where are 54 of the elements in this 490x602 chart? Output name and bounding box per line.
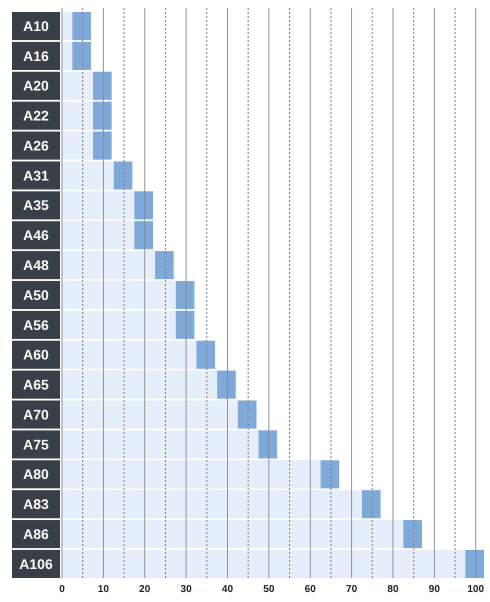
y-tick-label: A48 bbox=[23, 257, 50, 274]
bar bbox=[62, 430, 259, 458]
y-tick-label: A10 bbox=[23, 18, 50, 34]
bar bbox=[403, 520, 422, 548]
bar bbox=[362, 490, 381, 518]
bar bbox=[114, 161, 132, 190]
x-tick-label: 60 bbox=[304, 584, 316, 595]
x-tick-label: 10 bbox=[98, 584, 110, 595]
bar bbox=[62, 12, 72, 40]
bar bbox=[217, 370, 236, 399]
bar bbox=[155, 251, 174, 280]
y-tick-label: A80 bbox=[23, 466, 50, 482]
bar bbox=[62, 550, 466, 578]
bar bbox=[62, 161, 114, 190]
x-tick-label: 20 bbox=[139, 584, 151, 595]
x-tick-label: 40 bbox=[222, 584, 234, 595]
x-tick-label: 100 bbox=[467, 584, 485, 595]
bar bbox=[176, 310, 194, 339]
y-tick-label: A35 bbox=[23, 197, 50, 214]
y-tick-label: A60 bbox=[23, 346, 50, 363]
y-tick-label: A70 bbox=[23, 406, 50, 422]
x-tick-label: 80 bbox=[387, 584, 399, 595]
y-tick-label: A50 bbox=[23, 286, 50, 303]
y-tick-label: A16 bbox=[23, 48, 50, 64]
bar bbox=[62, 42, 72, 70]
y-tick-label: A106 bbox=[19, 556, 53, 572]
x-tick-label: 50 bbox=[263, 584, 275, 595]
bar bbox=[72, 12, 91, 40]
bar bbox=[320, 460, 340, 488]
bar bbox=[72, 42, 91, 70]
x-tick-label: 90 bbox=[428, 584, 440, 595]
y-tick-label: A86 bbox=[23, 526, 50, 542]
y-tick-label: A26 bbox=[23, 137, 50, 154]
y-tick-label: A75 bbox=[23, 436, 50, 452]
y-tick-label: A46 bbox=[23, 227, 50, 244]
y-tick-label: A65 bbox=[23, 376, 50, 393]
y-tick-label: A31 bbox=[23, 167, 50, 184]
y-tick-label: A56 bbox=[23, 316, 50, 333]
y-tick-label: A83 bbox=[23, 496, 50, 512]
y-tick-label: A22 bbox=[23, 108, 50, 124]
bar bbox=[238, 400, 256, 429]
bar bbox=[62, 520, 404, 548]
bar bbox=[62, 400, 238, 429]
bar bbox=[176, 280, 194, 310]
y-tick-label: A20 bbox=[23, 78, 50, 94]
bar bbox=[93, 132, 112, 160]
bar bbox=[258, 430, 278, 458]
bar bbox=[62, 280, 176, 310]
x-tick-label: 30 bbox=[180, 584, 192, 595]
bar bbox=[465, 550, 484, 578]
bar bbox=[196, 340, 216, 369]
x-tick-label: 70 bbox=[346, 584, 358, 595]
x-tick-label: 0 bbox=[59, 584, 66, 595]
bar bbox=[62, 132, 94, 160]
